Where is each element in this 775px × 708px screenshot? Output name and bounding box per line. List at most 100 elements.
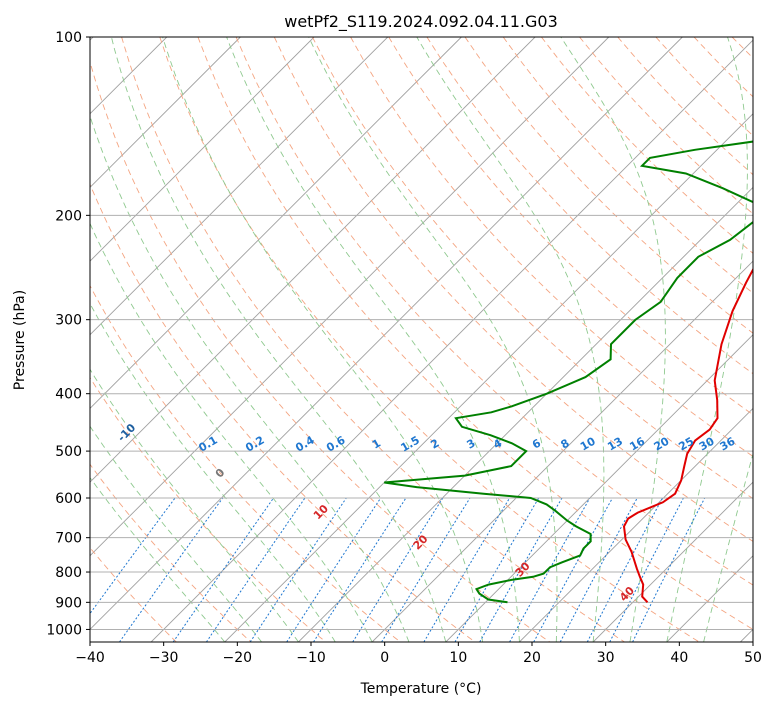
isotherm-line	[666, 555, 753, 642]
dry-adiabat-line	[90, 183, 476, 642]
moist-adiabat-line	[308, 37, 558, 642]
moist-adiabat-line	[90, 222, 373, 642]
x-tick-label: 50	[744, 650, 762, 666]
isotherm-line	[90, 37, 462, 410]
x-axis-label: Temperature (°C)	[360, 681, 482, 697]
mixing-ratio-line	[249, 497, 347, 642]
mixing-ratio-line	[533, 497, 613, 642]
dry-adiabat-line	[197, 37, 753, 630]
mixing-ratio-label: 6	[530, 436, 543, 451]
moist-adiabat-line	[560, 37, 666, 642]
dry-adiabat-line	[90, 284, 401, 642]
mixing-ratio-line	[632, 497, 706, 642]
adiabat-label: 0	[213, 466, 228, 481]
isotherm-line	[90, 37, 315, 262]
mixing-ratio-line	[479, 497, 563, 642]
dry-adiabat-line	[90, 60, 551, 642]
mixing-ratio-line	[423, 497, 511, 642]
mixing-ratio-line	[509, 497, 591, 642]
x-tick-label: 20	[523, 650, 541, 666]
isotherm-line	[90, 37, 610, 557]
isotherm-line	[90, 37, 683, 631]
adiabat-label: -10	[115, 421, 138, 444]
y-tick-label: 300	[55, 313, 82, 329]
line-annotations: 0.10.20.40.611.52346810131620253036-100-…	[115, 421, 738, 604]
mixing-ratio-line	[119, 497, 224, 642]
dry-adiabat-line	[273, 37, 753, 542]
plot-frame	[89, 36, 754, 643]
y-tick-label: 600	[55, 491, 82, 507]
dry-adiabat-line	[90, 376, 326, 642]
sounding-series	[384, 140, 753, 604]
x-tick-label: 0	[380, 650, 389, 666]
mixing-ratio-line	[286, 497, 382, 642]
isotherm-line	[592, 481, 753, 642]
isotherm-line	[150, 39, 753, 642]
moist-adiabat-line	[703, 452, 753, 642]
mixing-ratio-line	[205, 497, 306, 642]
mixing-ratio-line	[352, 497, 444, 642]
dry-adiabat-line	[121, 37, 625, 642]
moist-adiabat-line	[90, 114, 410, 642]
x-tick-label: −10	[296, 650, 326, 666]
mixing-ratio-line	[90, 497, 176, 615]
moist-adiabat-line	[416, 37, 605, 642]
moist-adiabat-line	[90, 302, 336, 642]
dry-adiabat-line	[235, 37, 753, 586]
y-tick-label: 500	[55, 444, 82, 460]
mixing-ratio-line	[559, 497, 638, 642]
x-tick-label: 30	[597, 650, 615, 666]
dry-adiabat-line	[617, 37, 753, 176]
y-tick-label: 1000	[46, 622, 82, 638]
y-tick-label: 900	[55, 595, 82, 611]
moist-adiabat-line	[162, 37, 484, 642]
y-tick-label: 200	[55, 208, 82, 224]
chart-title: wetPf2_S119.2024.092.04.11.G03	[284, 12, 558, 32]
dry-adiabat-line	[350, 37, 753, 457]
x-tick-label: −30	[149, 650, 179, 666]
moist-adiabat-line	[666, 37, 748, 642]
x-tick-label: 40	[670, 650, 688, 666]
adiabat-label: 20	[411, 532, 431, 552]
dry-adiabat-line	[312, 37, 753, 500]
x-tick-label: −20	[223, 650, 253, 666]
isotherm-line	[90, 37, 536, 483]
y-tick-label: 800	[55, 565, 82, 581]
dry-adiabat-line	[426, 37, 753, 375]
moist-adiabat-line	[90, 425, 262, 642]
adiabat-label: 10	[311, 502, 331, 522]
moist-adiabat-line	[90, 368, 299, 642]
dewpoint-line	[384, 140, 753, 604]
mixing-ratio-line	[381, 497, 471, 642]
y-tick-label: 100	[55, 30, 82, 46]
dry-adiabat-line	[693, 37, 753, 98]
dry-adiabat-line	[770, 37, 775, 642]
mixing-ratio-line	[313, 497, 407, 642]
dry-adiabat-line	[90, 463, 252, 642]
moist-adiabat-line	[226, 37, 520, 642]
mixing-ratio-label: 2	[428, 437, 441, 452]
isotherm-line	[90, 37, 241, 189]
isotherm-line	[519, 407, 753, 642]
mixing-ratio-line	[454, 497, 540, 642]
temperature-line	[622, 267, 753, 603]
moist-adiabat-line	[110, 37, 447, 642]
mixing-ratio-line	[586, 497, 663, 642]
moist-adiabat-line	[90, 476, 226, 642]
y-tick-label: 400	[55, 387, 82, 403]
x-axis-ticks: −40 −30 −20 −10 0 10 20 30 40 50	[75, 642, 762, 666]
y-axis-label: Pressure (hPa)	[12, 290, 28, 390]
mixing-ratio-label: 4	[491, 436, 504, 451]
y-axis-ticks: 100 200 300 400 500 600 700 800 900 1000	[46, 30, 90, 638]
x-tick-label: −40	[75, 650, 105, 666]
y-tick-label: 700	[55, 531, 82, 547]
mixing-ratio-line	[609, 497, 684, 642]
isotherm-line	[371, 260, 753, 642]
dry-adiabat-line	[159, 37, 700, 642]
x-tick-label: 10	[449, 650, 467, 666]
isotherm-line	[90, 37, 389, 336]
isotherm-line	[445, 334, 753, 642]
background-reference-lines	[90, 37, 775, 642]
dry-adiabat-line	[464, 37, 753, 334]
